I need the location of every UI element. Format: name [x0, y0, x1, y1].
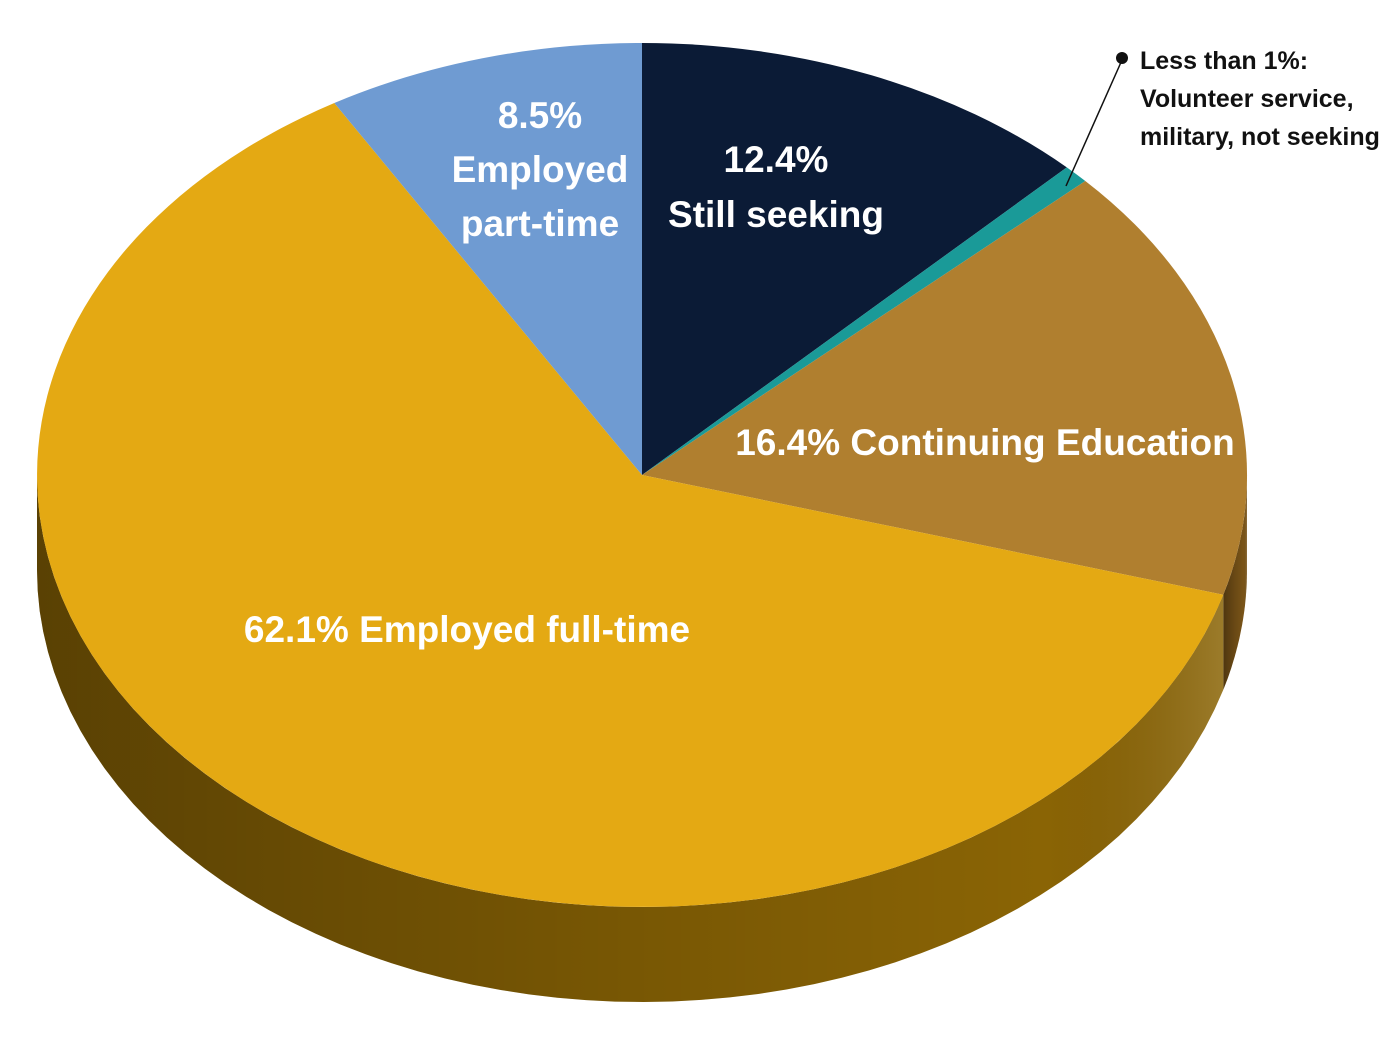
slice-label-less_than_1: Less than 1%: Volunteer service, military,…	[1140, 47, 1380, 151]
pie-side-shade-employed_full_time	[37, 475, 1224, 1002]
slice-label-line: Volunteer service,	[1140, 85, 1354, 113]
slice-label-line: Still seeking	[668, 194, 884, 235]
slice-label-line: military, not seeking	[1140, 123, 1380, 151]
pie-side-shade-continuing_education	[1223, 475, 1247, 690]
slice-label-employed_part_time: 8.5% Employed part-time	[452, 95, 629, 244]
slice-label-still_seeking: 12.4% Still seeking	[668, 139, 884, 235]
pie-slice-continuing_education	[642, 181, 1248, 595]
slice-label-line: 16.4% Continuing Education	[735, 422, 1235, 463]
pie-slice-still_seeking	[642, 42, 1067, 475]
pie-side-layer	[37, 475, 1247, 1002]
pie-slice-less_than_1	[642, 167, 1086, 475]
pie-slice-employed_part_time	[334, 42, 642, 475]
slice-label-line: 12.4%	[724, 139, 829, 180]
slice-label-line: 8.5%	[498, 95, 582, 136]
slice-label-line: part-time	[461, 203, 619, 244]
slice-label-employed_full_time: 62.1% Employed full-time	[244, 609, 690, 650]
slice-label-line: Less than 1%:	[1140, 47, 1308, 75]
slice-label-line: 62.1% Employed full-time	[244, 609, 690, 650]
slice-label-continuing_education: 16.4% Continuing Education	[735, 422, 1235, 463]
pie-top-layer	[37, 42, 1248, 907]
leader-line	[1065, 59, 1123, 187]
slice-label-line: Employed	[452, 149, 629, 190]
pie-label-layer: 12.4% Still seeking Less than 1%: Volunteer…	[244, 47, 1380, 650]
leader-bullet-icon	[1116, 52, 1128, 64]
pie-slice-employed_full_time	[37, 103, 1224, 907]
